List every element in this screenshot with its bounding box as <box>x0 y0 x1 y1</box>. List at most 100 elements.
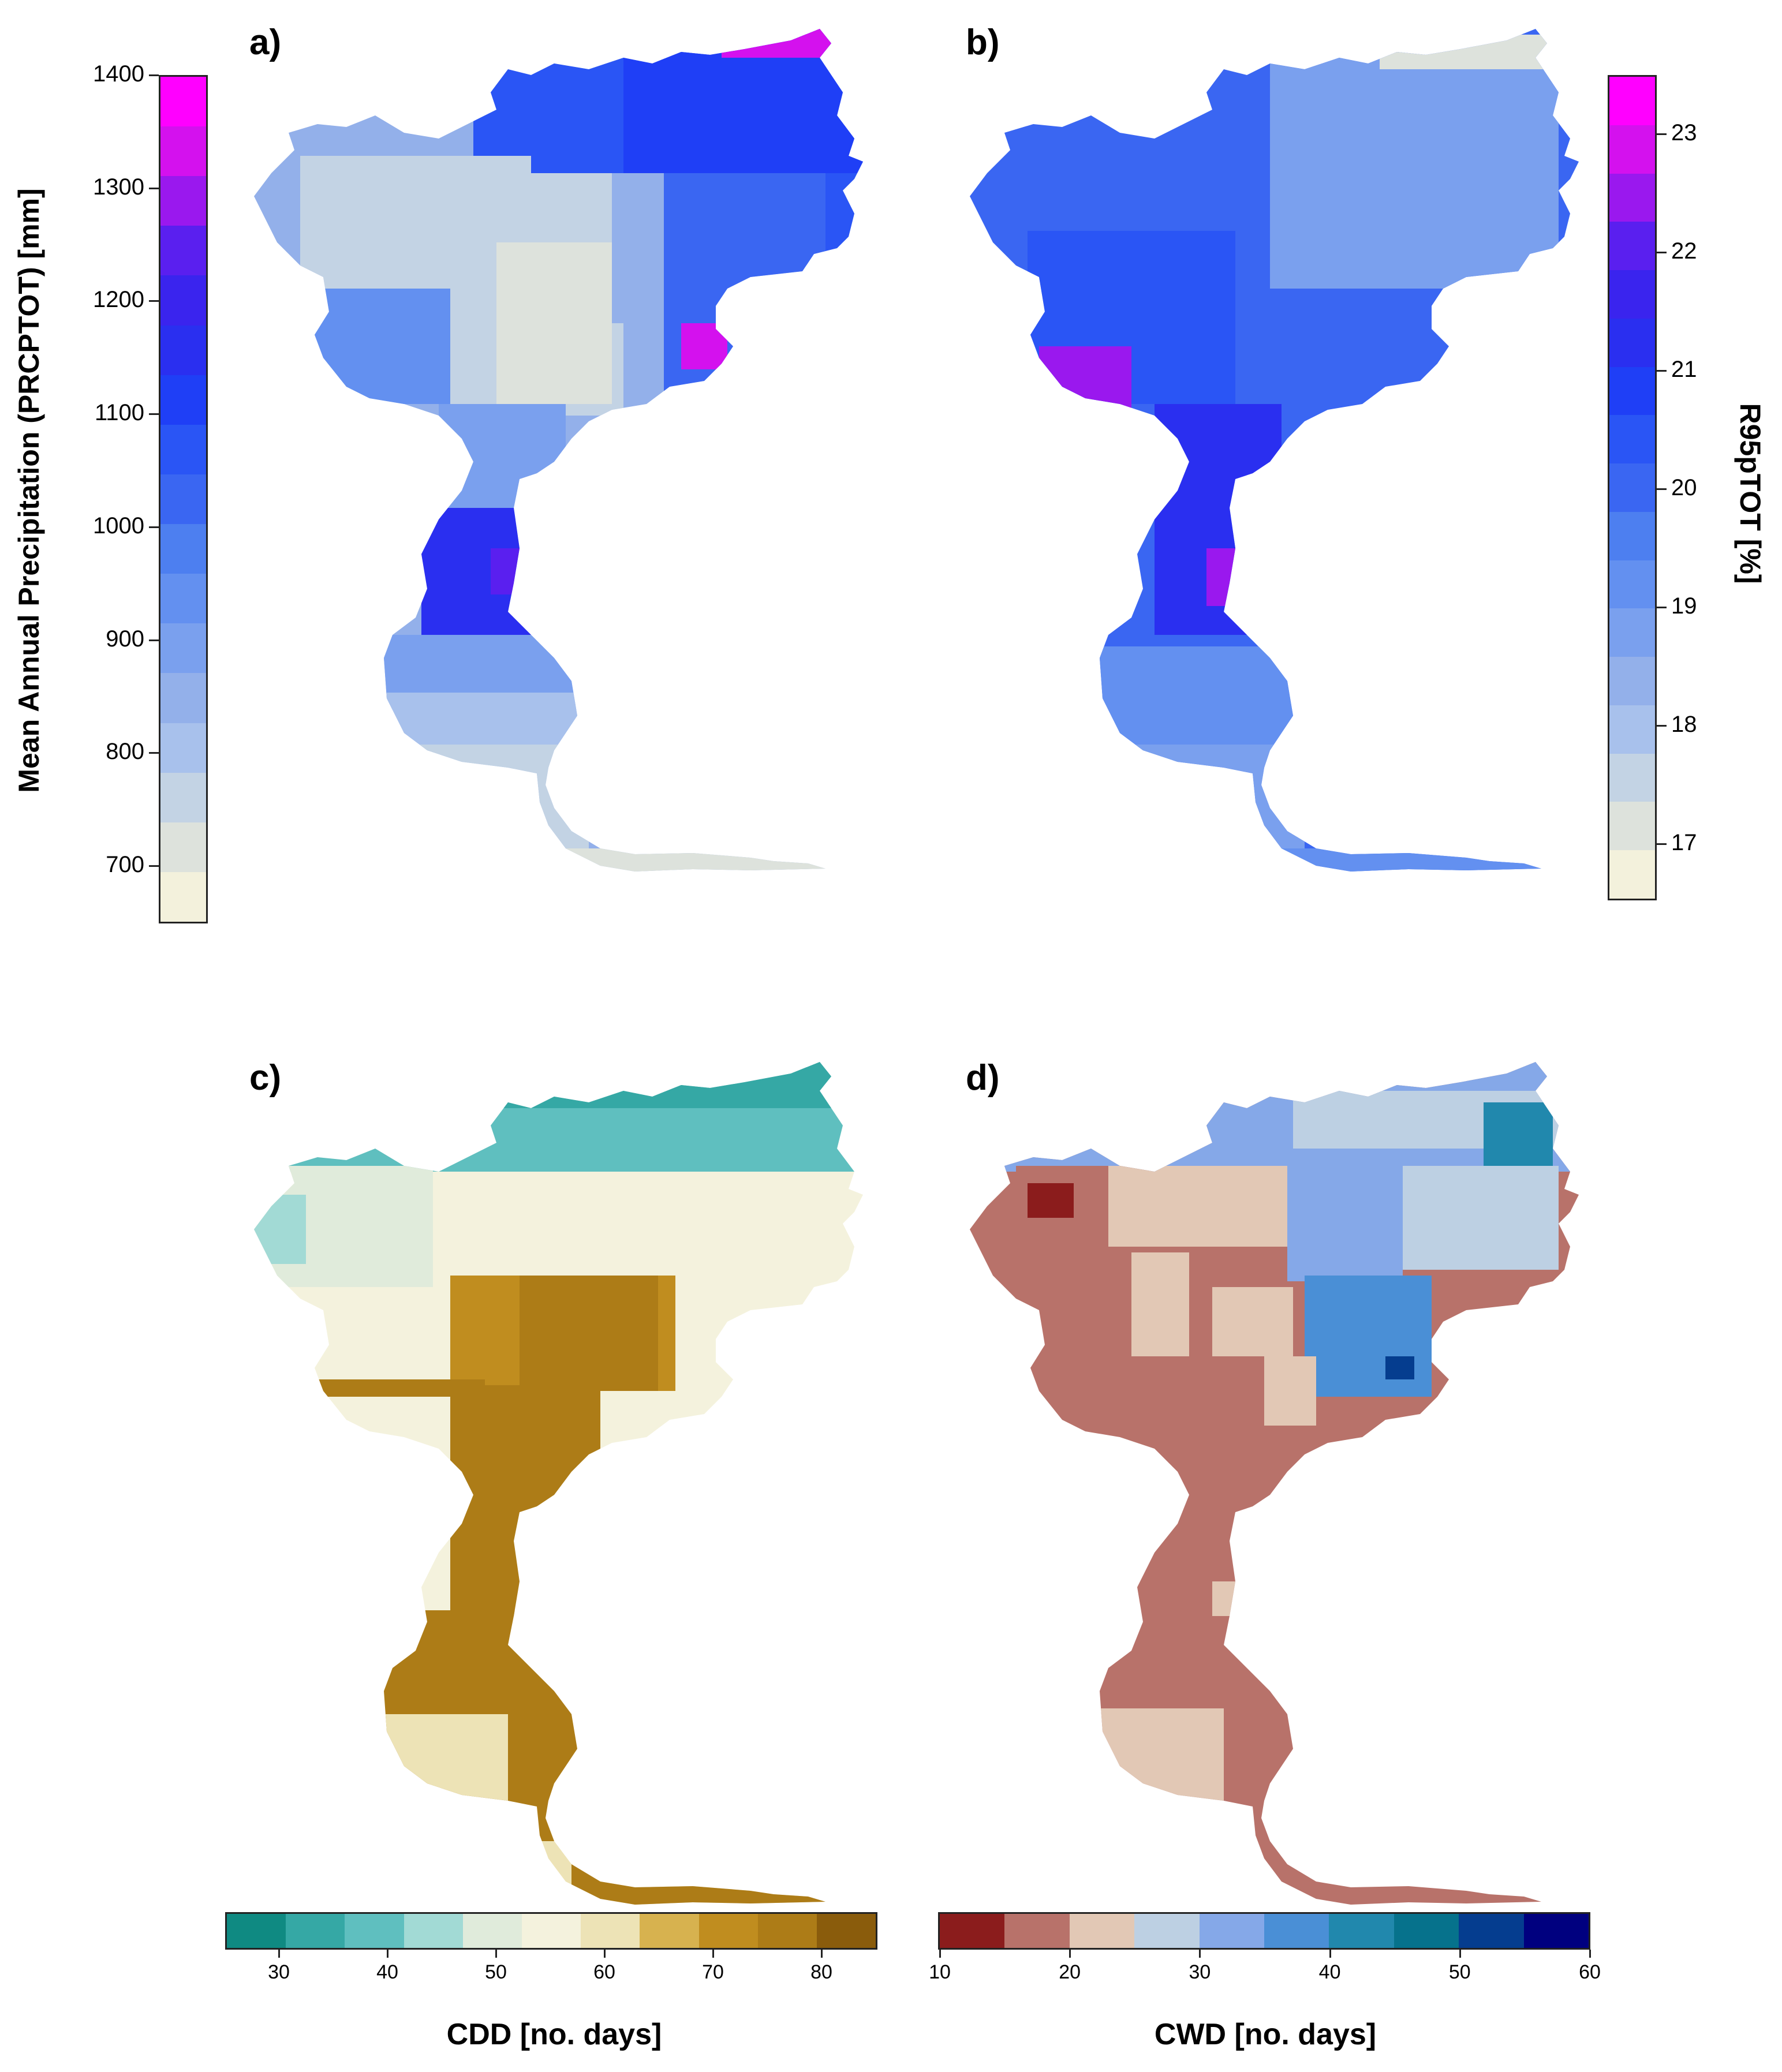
map-r95ptot <box>970 29 1579 872</box>
tick-mark <box>1589 1950 1591 1958</box>
prcptot-swatch <box>160 424 206 474</box>
tick-label: 70 <box>702 1961 724 1983</box>
cwd-swatch <box>1459 1914 1524 1948</box>
tick-label: 19 <box>1671 593 1697 619</box>
tick-mark <box>149 752 159 754</box>
r95ptot-swatch <box>1609 222 1655 271</box>
panel-label-d: d) <box>966 1058 1000 1098</box>
map-cdd <box>254 1062 863 1905</box>
tick-label: 60 <box>593 1961 615 1983</box>
tick-label: 21 <box>1671 357 1697 382</box>
cdd-swatch <box>462 1914 522 1948</box>
cdd-swatch <box>581 1914 640 1948</box>
legend-cdd-title: CDD [no. days] <box>446 2018 662 2051</box>
r95ptot-swatch <box>1609 753 1655 802</box>
tick-mark <box>1069 1950 1071 1958</box>
prcptot-swatch <box>160 126 206 177</box>
tick-mark <box>821 1950 823 1958</box>
tick-label: 1000 <box>93 513 144 538</box>
legend-cwd-title: CWD [no. days] <box>1154 2018 1377 2051</box>
r95ptot-swatch <box>1609 608 1655 657</box>
tick-mark <box>278 1950 280 1958</box>
tick-label: 23 <box>1671 120 1697 145</box>
prcptot-swatch <box>160 176 206 226</box>
legend-r95ptot-title: R95pTOT [%] <box>1734 403 1766 584</box>
tick-mark <box>149 413 159 416</box>
prcptot-swatch <box>160 325 206 375</box>
cwd-swatch <box>940 1914 1005 1948</box>
cwd-swatch <box>1199 1914 1265 1948</box>
tick-mark <box>1657 843 1667 845</box>
r95ptot-swatch <box>1609 705 1655 754</box>
r95ptot-swatch <box>1609 173 1655 222</box>
tick-mark <box>1657 725 1667 727</box>
legend-r95ptot-colorbar <box>1608 75 1657 900</box>
tick-mark <box>604 1950 606 1958</box>
tick-label: 20 <box>1671 475 1697 500</box>
prcptot-swatch <box>160 275 206 326</box>
tick-label: 900 <box>106 626 144 652</box>
tick-label: 1300 <box>93 174 144 200</box>
tick-label: 10 <box>929 1961 951 1983</box>
tick-mark <box>149 74 159 76</box>
prcptot-swatch <box>160 822 206 872</box>
tick-mark <box>1459 1950 1461 1958</box>
cdd-swatch <box>698 1914 758 1948</box>
tick-mark <box>387 1950 388 1958</box>
r95ptot-swatch <box>1609 415 1655 464</box>
cdd-swatch <box>404 1914 463 1948</box>
tick-label: 30 <box>1189 1961 1211 1983</box>
tick-label: 40 <box>1318 1961 1341 1983</box>
cdd-swatch <box>640 1914 699 1948</box>
cwd-swatch <box>1264 1914 1329 1948</box>
tick-label: 20 <box>1059 1961 1081 1983</box>
r95ptot-swatch <box>1609 270 1655 319</box>
cwd-swatch <box>1004 1914 1070 1948</box>
legend-cdd-colorbar <box>225 1912 877 1950</box>
prcptot-swatch <box>160 623 206 674</box>
map-cwd <box>970 1062 1579 1905</box>
legend-cwd-colorbar <box>938 1912 1590 1950</box>
tick-mark <box>149 187 159 189</box>
panel-label-b: b) <box>966 23 1000 62</box>
tick-mark <box>149 639 159 641</box>
r95ptot-swatch <box>1609 76 1655 125</box>
tick-mark <box>712 1950 714 1958</box>
tick-label: 1400 <box>93 61 144 87</box>
tick-mark <box>1329 1950 1331 1958</box>
r95ptot-swatch <box>1609 125 1655 174</box>
map-prcptot <box>254 29 863 872</box>
tick-label: 1200 <box>93 287 144 313</box>
tick-mark <box>149 865 159 867</box>
tick-label: 800 <box>106 739 144 765</box>
r95ptot-swatch <box>1609 511 1655 560</box>
tick-label: 80 <box>810 1961 832 1983</box>
prcptot-swatch <box>160 76 206 126</box>
prcptot-swatch <box>160 375 206 425</box>
prcptot-swatch <box>160 226 206 276</box>
panel-label-c: c) <box>249 1058 282 1098</box>
tick-label: 22 <box>1671 238 1697 264</box>
cwd-swatch <box>1134 1914 1200 1948</box>
r95ptot-swatch <box>1609 850 1655 899</box>
r95ptot-swatch <box>1609 560 1655 609</box>
r95ptot-swatch <box>1609 318 1655 367</box>
tick-mark <box>1657 133 1667 135</box>
cdd-swatch <box>345 1914 404 1948</box>
tick-mark <box>149 300 159 302</box>
r95ptot-swatch <box>1609 802 1655 851</box>
r95ptot-swatch <box>1609 463 1655 512</box>
prcptot-swatch <box>160 524 206 574</box>
tick-label: 17 <box>1671 830 1697 855</box>
tick-label: 1100 <box>94 400 144 426</box>
tick-mark <box>1657 488 1667 490</box>
prcptot-swatch <box>160 673 206 723</box>
prcptot-swatch <box>160 723 206 773</box>
cwd-swatch <box>1523 1914 1589 1948</box>
cwd-swatch <box>1394 1914 1459 1948</box>
tick-label: 50 <box>1448 1961 1471 1983</box>
cdd-swatch <box>286 1914 345 1948</box>
cwd-swatch <box>1329 1914 1394 1948</box>
tick-label: 60 <box>1579 1961 1601 1983</box>
